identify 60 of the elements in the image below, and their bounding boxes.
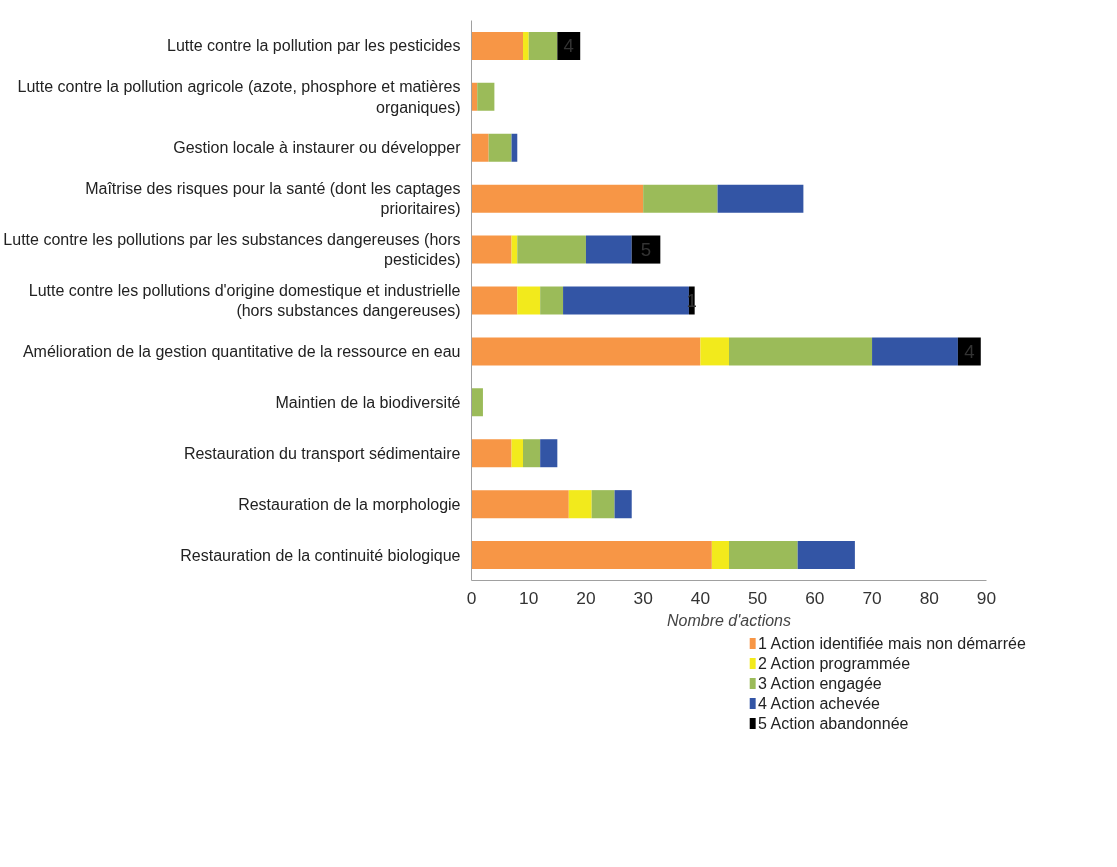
y-tick-label: Lutte contre la pollution par les pesticides <box>166 37 461 55</box>
bar <box>523 439 541 468</box>
bar <box>477 82 495 111</box>
bar <box>471 184 644 213</box>
y-tick-label: Maintien de la biodiversité <box>275 393 461 411</box>
x-tick-label: 30 <box>633 587 653 608</box>
y-tick-label: Amélioration de la gestion quantitative de la ressource en eau <box>22 342 461 360</box>
y-tick-label: Restauration du transport sédimentaire <box>183 444 461 462</box>
bar <box>471 31 523 60</box>
bar <box>872 337 958 366</box>
bar <box>717 184 804 213</box>
y-tick-label: Lutte contre les pollutions par les substances dangereuses (hors pesticides) <box>3 230 461 269</box>
legend-label: 3 Action engagée <box>758 675 882 692</box>
bar <box>700 337 729 366</box>
bar <box>797 541 855 570</box>
bar <box>568 490 592 519</box>
legend-label: 1 Action identifiée mais non démarrée <box>758 635 1026 652</box>
x-tick-label: 60 <box>805 587 825 608</box>
bar <box>471 235 512 264</box>
bar <box>471 541 712 570</box>
bar <box>523 31 529 60</box>
bar <box>614 490 632 519</box>
x-tick-label: 90 <box>976 587 997 608</box>
bar <box>729 541 798 570</box>
legend-label: 5 Action abandonnée <box>758 715 909 732</box>
y-tick-label: Lutte contre les pollutions d'origine domestique et industrielle (hors substances dangereuses) <box>28 281 461 320</box>
bar <box>511 439 523 468</box>
y-tick-label: Restauration de la morphologie <box>238 495 461 513</box>
y-tick-label: Gestion locale à instaurer ou développer <box>173 139 462 157</box>
bar <box>729 337 873 366</box>
x-tick-label: 0 <box>466 587 477 608</box>
bar <box>711 541 729 570</box>
bar <box>471 490 569 519</box>
legend-label: 4 Action achevée <box>758 695 881 712</box>
bar <box>643 184 718 213</box>
bar <box>471 133 489 162</box>
bar <box>517 286 541 315</box>
bar <box>471 286 518 315</box>
x-tick-label: 40 <box>690 587 711 608</box>
x-tick-label: 50 <box>747 587 768 608</box>
bar <box>517 235 586 264</box>
x-tick-label: 80 <box>919 587 939 608</box>
y-tick-label: Restauration de la continuité biologique <box>180 546 461 564</box>
bar <box>563 286 689 315</box>
x-axis-title: Nombre d'actions <box>667 611 791 629</box>
x-tick-label: 70 <box>862 587 882 608</box>
legend-label: 2 Action programmée <box>758 655 911 672</box>
bar <box>540 286 564 315</box>
bar <box>488 133 512 162</box>
bar <box>591 490 615 519</box>
y-tick-label: Maîtrise des risques pour la santé (dont les captages prioritaires) <box>85 179 461 218</box>
bar <box>471 388 483 417</box>
x-tick-label: 10 <box>519 587 539 608</box>
bar <box>471 439 512 468</box>
bar <box>540 439 558 468</box>
x-tick-label: 20 <box>576 587 596 608</box>
bar <box>585 235 632 264</box>
bar <box>528 31 558 60</box>
bar <box>471 337 701 366</box>
y-tick-label: Lutte contre la pollution agricole (azote, phosphore et matières organiques) <box>17 78 461 116</box>
